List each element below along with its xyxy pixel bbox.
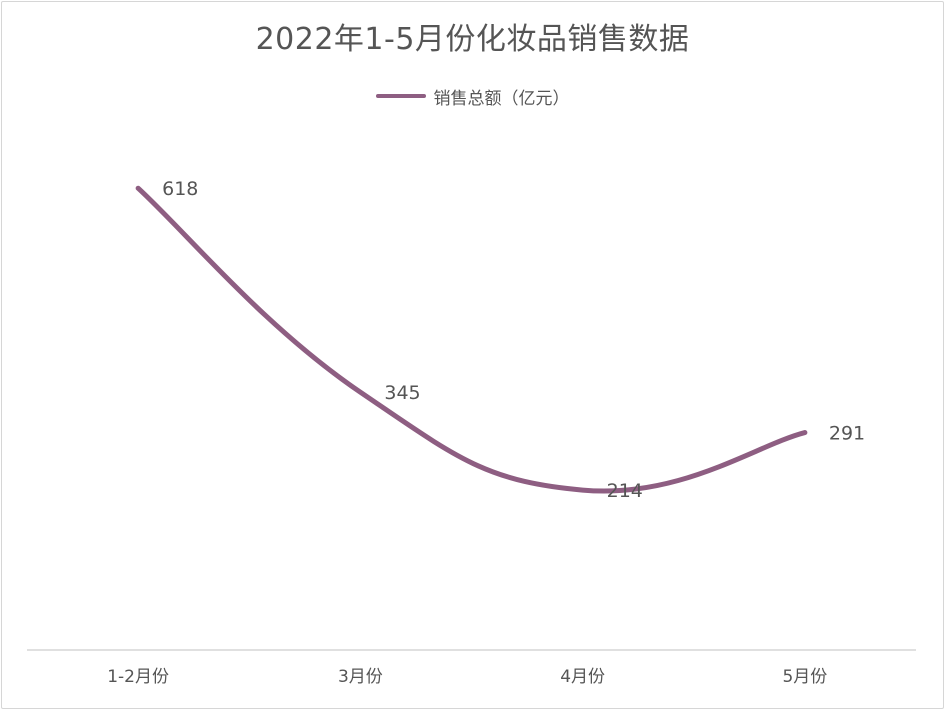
data-label: 618: [162, 178, 198, 200]
x-tick-label: 1-2月份: [107, 667, 169, 687]
chart-title: 2022年1-5月份化妆品销售数据: [255, 22, 690, 57]
x-tick-label: 3月份: [338, 667, 383, 687]
series-line: [135, 185, 808, 494]
data-label: 214: [607, 480, 643, 502]
data-label: 345: [384, 382, 420, 404]
data-label: 291: [829, 423, 865, 445]
legend-swatch: [375, 94, 426, 98]
legend-label: 销售总额（亿元）: [433, 88, 570, 109]
x-tick-label: 5月份: [782, 667, 827, 687]
x-tick-label: 4月份: [560, 667, 605, 687]
legend: 销售总额（亿元）: [0, 84, 945, 109]
